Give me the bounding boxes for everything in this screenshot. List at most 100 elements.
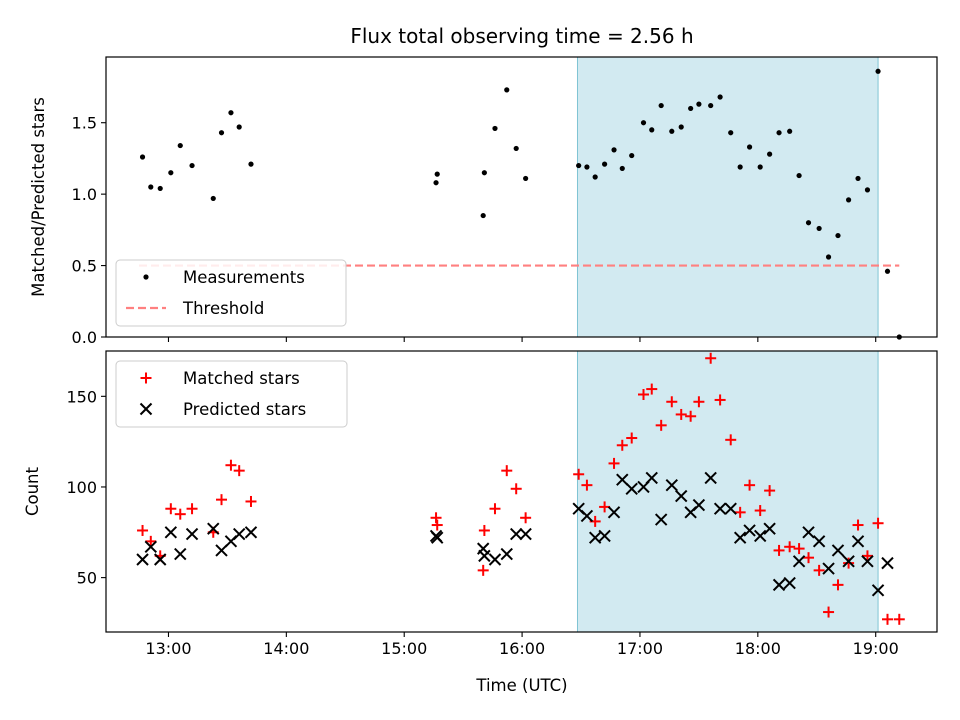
matched-star-point bbox=[431, 519, 443, 531]
predicted-star-point bbox=[580, 509, 594, 523]
predicted-star-point bbox=[724, 502, 737, 515]
measurement-point bbox=[513, 145, 519, 152]
measurement-point bbox=[835, 232, 841, 239]
measurement-point bbox=[611, 147, 617, 153]
measurement-point bbox=[728, 130, 734, 136]
matched-star-point bbox=[832, 579, 844, 591]
measurement-point bbox=[592, 174, 598, 180]
matched-star-point bbox=[705, 352, 717, 364]
measurement-point bbox=[619, 165, 625, 172]
predicted-star-point bbox=[174, 547, 187, 561]
matched-star-point bbox=[773, 544, 785, 556]
predicted-star-point bbox=[244, 526, 258, 539]
x-axis-label: Time (UTC) bbox=[475, 676, 567, 695]
measurement-point bbox=[805, 220, 812, 226]
ratio-panel: 0.0 0.5 1.0 1.5 Matched/Predicted stars Mea… bbox=[29, 56, 938, 347]
predicted-star-point bbox=[812, 535, 826, 548]
matched-star-point bbox=[725, 434, 737, 446]
predicted-star-point bbox=[616, 473, 629, 486]
matched-star-point bbox=[245, 495, 257, 507]
predicted-star-point bbox=[783, 576, 796, 590]
measurement-point bbox=[658, 102, 664, 109]
matched-star-point bbox=[233, 465, 245, 477]
matched-star-point bbox=[430, 512, 442, 524]
matched-star-point bbox=[754, 505, 766, 517]
observing-time-span bbox=[576, 350, 879, 633]
measurement-point bbox=[825, 254, 832, 260]
matched-star-point bbox=[843, 557, 855, 569]
predicted-star-point bbox=[488, 553, 502, 566]
predicted-star-point bbox=[607, 506, 621, 519]
observing-time-span bbox=[576, 56, 879, 338]
matched-star-point bbox=[784, 541, 796, 553]
legend-predicted-marker bbox=[139, 402, 153, 416]
matched-star-point bbox=[626, 432, 638, 444]
predicted-star-point bbox=[136, 553, 149, 566]
matched-star-point bbox=[685, 410, 697, 422]
legend-label: Threshold bbox=[182, 299, 264, 318]
measurement-point bbox=[177, 142, 183, 149]
legend-measurement-marker bbox=[143, 274, 149, 280]
matched-star-point bbox=[666, 396, 678, 408]
matched-star-point bbox=[637, 389, 649, 401]
x-tick-label: 17:00 bbox=[617, 639, 663, 658]
matched-star-point bbox=[501, 465, 513, 477]
legend-matched-marker bbox=[140, 372, 152, 384]
measurement-point bbox=[875, 68, 881, 74]
predicted-star-point bbox=[207, 522, 220, 535]
x-tick-label: 19:00 bbox=[853, 639, 899, 658]
y-tick-label: 0.0 bbox=[72, 328, 97, 347]
predicted-star-point bbox=[654, 513, 668, 526]
measurement-point bbox=[189, 162, 195, 169]
predicted-star-point bbox=[831, 544, 845, 557]
predicted-star-point bbox=[743, 524, 756, 537]
matched-star-point bbox=[608, 457, 620, 469]
measurement-point bbox=[746, 144, 753, 150]
count-x-ticks: 13:00 14:00 15:00 16:00 17:00 18:00 19:00 bbox=[145, 632, 899, 658]
measurement-point bbox=[629, 152, 635, 159]
matched-star-point bbox=[693, 396, 705, 408]
predicted-star-point bbox=[665, 478, 678, 492]
measurement-point bbox=[737, 164, 743, 170]
matched-star-point bbox=[478, 524, 490, 536]
count-plot-frame bbox=[105, 350, 938, 633]
ratio-plot-frame bbox=[105, 56, 938, 338]
ratio-x-ticks bbox=[167, 337, 877, 342]
measurement-point bbox=[678, 124, 684, 130]
ratio-y-axis-label: Matched/Predicted stars bbox=[29, 97, 48, 297]
matched-star-point bbox=[872, 517, 884, 529]
predicted-star-point bbox=[164, 526, 178, 539]
measurement-point bbox=[717, 94, 723, 100]
predicted-star-point bbox=[625, 482, 638, 495]
matched-star-point bbox=[225, 459, 237, 471]
predicted-star-point bbox=[478, 549, 491, 563]
measurement-point bbox=[139, 154, 146, 160]
matched-star-point bbox=[881, 613, 893, 625]
matched-star-point bbox=[823, 606, 835, 618]
measurement-point bbox=[649, 127, 655, 133]
measurement-point bbox=[776, 130, 782, 136]
predicted-star-point bbox=[588, 531, 602, 544]
count-y-axis-label: Count bbox=[23, 466, 42, 516]
count-legend: Matched stars Predicted stars bbox=[115, 360, 348, 428]
matched-star-point bbox=[893, 613, 905, 625]
matched-star-point bbox=[581, 479, 593, 491]
predicted-star-point bbox=[842, 555, 855, 568]
measurement-point bbox=[669, 128, 675, 134]
measurement-point bbox=[248, 161, 254, 167]
matched-star-point bbox=[764, 485, 776, 497]
measurement-point bbox=[584, 164, 590, 170]
measurement-point bbox=[480, 212, 486, 219]
predicted-star-point bbox=[519, 527, 532, 541]
measurement-point bbox=[767, 151, 773, 157]
predicted-star-point bbox=[881, 556, 894, 570]
predicted-star-point bbox=[763, 522, 776, 535]
measurement-point bbox=[708, 102, 714, 109]
predicted-star-point bbox=[232, 527, 246, 541]
predicted-star-point bbox=[802, 526, 815, 539]
measurement-point bbox=[481, 170, 487, 176]
x-tick-label: 14:00 bbox=[263, 639, 309, 658]
predicted-star-point bbox=[733, 531, 747, 544]
matched-star-point bbox=[520, 512, 532, 524]
